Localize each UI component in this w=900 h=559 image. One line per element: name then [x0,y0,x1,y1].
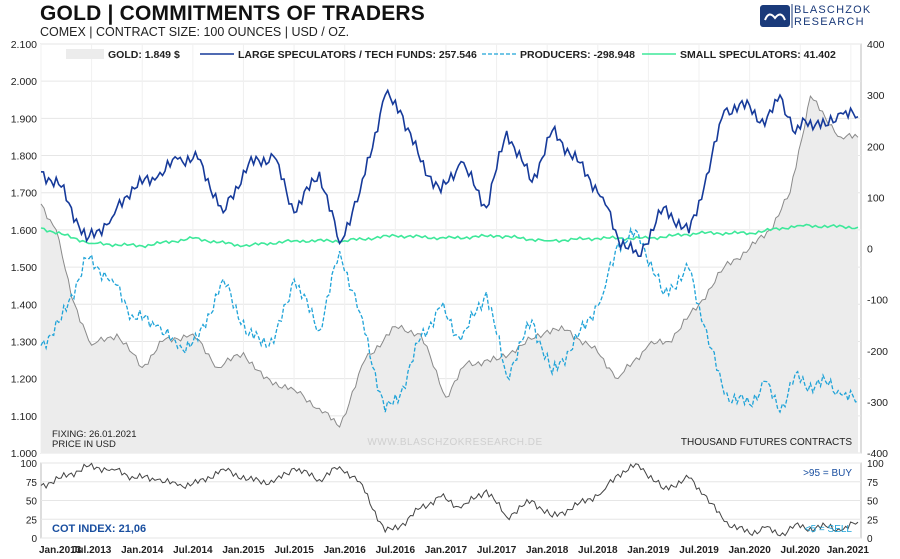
x-tick-label: Jul.2017 [477,545,517,556]
producers-line [40,226,859,414]
left-tick-label: 1.800 [11,151,37,163]
bottom-axis-ticks: 100 100 75 75 50 50 25 25 0 0 [20,459,884,545]
legend-gold: GOLD: 1.849 $ [108,49,180,61]
right-axis-ticks: 400 300 200 100 0 -100 -200 -300 -400 [867,39,888,460]
x-tick-label: Jul.2013 [72,545,112,556]
legend-large-specs: LARGE SPECULATORS / TECH FUNDS: 257.546 [238,49,477,61]
contracts-unit-label: THOUSAND FUTURES CONTRACTS [681,437,852,448]
x-tick-label: Jul.2014 [173,545,213,556]
bottom-grid [41,462,861,539]
x-tick-label: Jul.2016 [376,545,416,556]
bottom-left-tick-label: 50 [26,497,38,508]
chart-subtitle: COMEX | CONTRACT SIZE: 100 OUNCES | USD … [40,25,350,39]
left-tick-label: 1.000 [11,448,37,460]
gold-price-area [41,96,858,453]
fixing-label: FIXING: 26.01.2021 [52,429,137,440]
bottom-right-tick-label: 25 [867,515,879,526]
bottom-right-tick-label: 75 [867,478,879,489]
bottom-left-tick-label: 100 [20,459,37,470]
buy-threshold-label: >95 = BUY [803,468,852,479]
right-tick-label: 300 [867,90,885,102]
right-tick-label: 400 [867,39,885,51]
x-tick-label: Jan.2021 [827,545,870,556]
right-tick-label: -400 [867,448,888,460]
x-tick-label: Jan.2013 [39,545,82,556]
cot-index-label: COT INDEX: 21,06 [52,523,146,535]
left-tick-label: 1.400 [11,299,37,311]
x-tick-label: Jul.2020 [781,545,821,556]
right-tick-label: 200 [867,141,885,153]
sell-threshold-label: <5 = SELL [805,524,853,535]
left-tick-label: 1.900 [11,113,37,125]
right-tick-label: -200 [867,346,888,358]
left-tick-label: 1.200 [11,374,37,386]
left-tick-label: 1.700 [11,188,37,200]
small-speculators-line [40,223,859,249]
x-tick-label: Jan.2017 [425,545,468,556]
left-tick-label: 2.100 [11,39,37,51]
bottom-right-tick-label: 0 [867,534,873,545]
right-tick-label: -300 [867,397,888,409]
left-tick-label: 1.100 [11,411,37,423]
large-speculators-line [40,88,859,257]
price-unit-label: PRICE IN USD [52,439,116,450]
x-tick-label: Jul.2019 [679,545,719,556]
bottom-left-tick-label: 25 [26,515,38,526]
gold-price-line [40,94,859,428]
x-tick-label: Jan.2015 [222,545,265,556]
x-tick-label: Jul.2018 [578,545,618,556]
right-tick-label: 0 [867,244,873,256]
logo-icon [760,4,793,28]
bottom-right-tick-label: 50 [867,497,879,508]
x-tick-label: Jan.2014 [121,545,164,556]
top-panel: 2.100 2.000 1.900 1.800 1.700 1.600 1.500 1.400… [11,39,888,460]
left-tick-label: 1.600 [11,225,37,237]
left-tick-label: 1.500 [11,262,37,274]
chart-title: GOLD | COMMITMENTS OF TRADERS [40,2,425,25]
left-tick-label: 2.000 [11,76,37,88]
right-tick-label: 100 [867,192,885,204]
x-tick-label: Jan.2019 [627,545,670,556]
x-tick-label: Jan.2020 [729,545,772,556]
left-tick-label: 1.300 [11,336,37,348]
logo-line-1: BLASCHZOK [794,4,872,16]
legend-gold-swatch [66,49,104,59]
left-axis-ticks: 2.100 2.000 1.900 1.800 1.700 1.600 1.500 1.400… [11,39,37,460]
cot-index-line [40,462,859,537]
bottom-right-tick-label: 100 [867,459,884,470]
logo-line-2: RESEARCH [794,16,865,28]
bottom-left-tick-label: 75 [26,478,38,489]
bottom-panel: 100 100 75 75 50 50 25 25 0 0 COT INDEX: 21,06 >9… [20,459,884,545]
legend-small-specs: SMALL SPECULATORS: 41.402 [680,49,836,61]
x-tick-label: Jan.2016 [324,545,367,556]
legend-producers: PRODUCERS: -298.948 [520,49,635,61]
bottom-left-tick-label: 0 [31,534,37,545]
watermark: WWW.BLASCHZOKRESEARCH.DE [367,437,542,448]
x-tick-label: Jul.2015 [274,545,314,556]
right-tick-label: -100 [867,295,888,307]
x-tick-label: Jan.2018 [526,545,569,556]
